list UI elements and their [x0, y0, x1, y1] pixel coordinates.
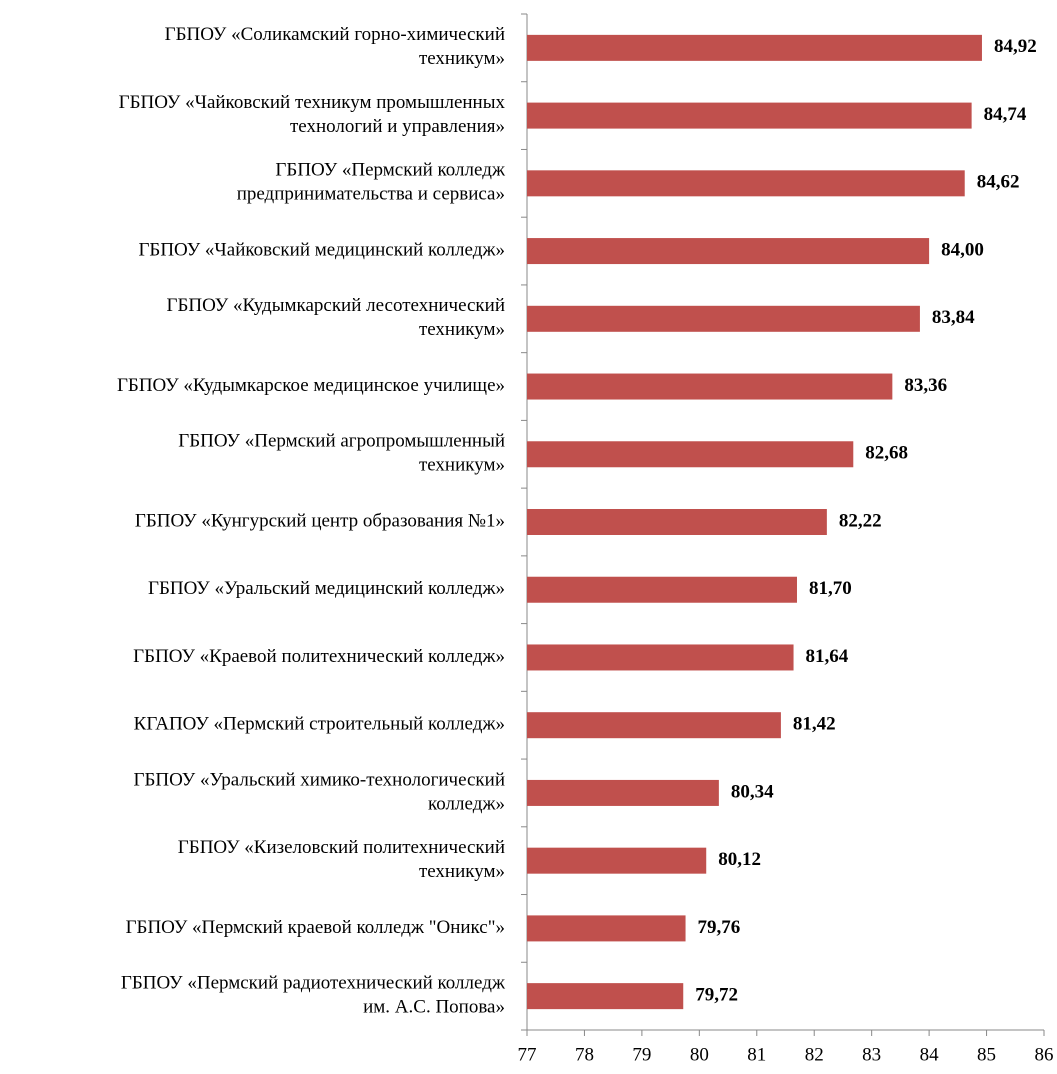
value-label: 82,22: [839, 510, 882, 531]
category-label: ГБПОУ «Пермский краевой колледж "Оникс"»: [126, 917, 505, 938]
value-label: 80,34: [731, 781, 774, 802]
value-label: 81,64: [806, 646, 849, 667]
x-tick-label: 79: [632, 1044, 651, 1065]
value-label: 81,42: [793, 714, 836, 735]
value-label: 79,72: [695, 984, 738, 1005]
bar: [527, 509, 827, 535]
bar: [527, 305, 920, 332]
category-label: ГБПОУ «Уральский химико-технологический: [133, 769, 505, 790]
bar: [527, 644, 794, 671]
category-label: техникум»: [419, 861, 505, 882]
category-label: ГБПОУ «Кудымкарское медицинское училище»: [117, 375, 505, 396]
category-label: ГБПОУ «Чайковский медицинский колледж»: [138, 239, 505, 260]
value-label: 81,70: [809, 578, 852, 599]
bar: [527, 170, 965, 197]
value-label: 84,92: [994, 36, 1037, 57]
x-tick-label: 86: [1035, 1044, 1054, 1065]
category-label: колледж»: [428, 793, 505, 814]
value-label: 84,62: [977, 172, 1020, 193]
bar: [527, 915, 686, 942]
bar: [527, 441, 854, 468]
x-tick-label: 78: [575, 1044, 594, 1065]
bar: [527, 102, 972, 129]
category-label: ГБПОУ «Соликамский горно-химический: [165, 24, 505, 45]
x-tick-label: 81: [747, 1044, 766, 1065]
bar: [527, 34, 982, 61]
category-label: ГБПОУ «Пермский агропромышленный: [178, 431, 505, 452]
bar: [527, 238, 930, 265]
category-label: ГБПОУ «Уральский медицинский колледж»: [148, 578, 505, 599]
x-tick-label: 83: [862, 1044, 881, 1065]
bar: [527, 576, 797, 603]
category-label: ГБПОУ «Кунгурский центр образования №1»: [135, 510, 505, 531]
category-label: им. А.С. Попова»: [363, 996, 505, 1017]
x-tick-label: 82: [805, 1044, 824, 1065]
value-label: 84,74: [984, 104, 1027, 125]
bar: [527, 373, 893, 400]
value-label: 82,68: [865, 443, 908, 464]
category-label: техникум»: [419, 455, 505, 476]
category-label: технологий и управления»: [290, 116, 505, 137]
x-tick-label: 77: [518, 1044, 537, 1065]
bar: [527, 779, 719, 806]
category-label: КГАПОУ «Пермский строительный колледж»: [134, 714, 505, 735]
category-label: ГБПОУ «Краевой политехнический колледж»: [133, 646, 505, 667]
bar: [527, 983, 684, 1010]
x-tick-label: 84: [920, 1044, 940, 1065]
category-label: предпринимательства и сервиса»: [237, 184, 505, 205]
x-tick-label: 80: [690, 1044, 709, 1065]
value-label: 80,12: [718, 849, 761, 870]
category-label: техникум»: [419, 48, 505, 69]
category-label: ГБПОУ «Пермский радиотехнический колледж: [121, 972, 506, 993]
category-label: ГБПОУ «Кудымкарский лесотехнический: [167, 295, 505, 316]
value-label: 83,84: [932, 307, 975, 328]
category-label: ГБПОУ «Пермский колледж: [275, 160, 505, 181]
bar: [527, 712, 781, 739]
category-label: техникум»: [419, 319, 505, 340]
value-label: 84,00: [941, 239, 984, 260]
value-label: 79,76: [698, 917, 741, 938]
value-label: 83,36: [904, 375, 947, 396]
category-label: ГБПОУ «Кизеловский политехнический: [178, 837, 505, 858]
category-label: ГБПОУ «Чайковский техникум промышленных: [119, 92, 506, 113]
x-tick-label: 85: [977, 1044, 996, 1065]
bar: [527, 847, 707, 874]
